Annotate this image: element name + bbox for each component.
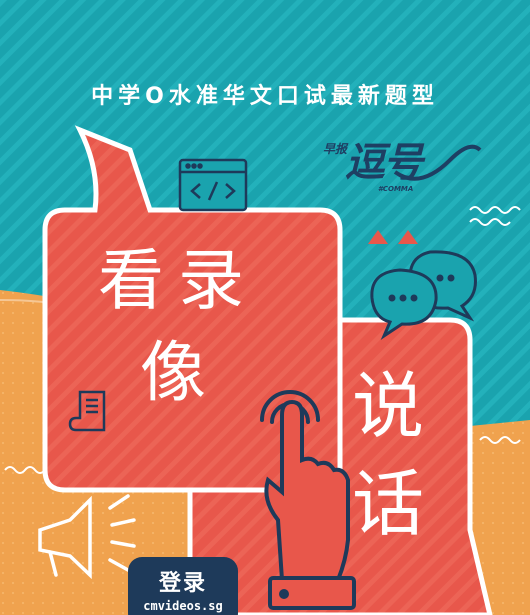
- bubble-right-char-2: 话: [352, 462, 425, 546]
- speech-bubble-left: [42, 125, 343, 493]
- code-window-icon: [178, 158, 248, 212]
- cta-url: cmvideos.sg: [143, 599, 223, 613]
- logo-top-text: 早报: [323, 142, 348, 156]
- bubble-right-char-1: 说: [352, 364, 425, 448]
- triangle-peaks-icon: [368, 230, 418, 244]
- tap-hand-icon: [260, 390, 356, 610]
- logo-main-text: 逗号: [345, 140, 423, 186]
- megaphone-icon: [38, 494, 136, 580]
- cta-badge[interactable]: 登录 cmvideos.sg: [128, 557, 238, 615]
- bubble-left-char-2: 录: [178, 242, 244, 319]
- logo-swoosh: [393, 144, 482, 181]
- bubble-left-char-1: 看: [98, 242, 164, 319]
- chat-bubbles-icon: [370, 250, 477, 341]
- document-icon: [68, 390, 106, 432]
- decorative-squiggles: [4, 206, 521, 474]
- bubble-left-char-3: 像: [140, 334, 206, 411]
- logo-sub-text: #COMMA: [378, 185, 414, 193]
- headline: 中学O水准华文口试最新题型: [91, 84, 439, 109]
- cta-title: 登录: [158, 571, 207, 596]
